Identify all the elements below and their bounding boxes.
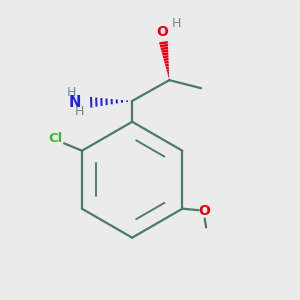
- Text: H: H: [67, 86, 76, 99]
- Text: O: O: [199, 204, 211, 218]
- Text: O: O: [156, 25, 168, 39]
- Text: H: H: [75, 106, 84, 118]
- Text: Cl: Cl: [48, 132, 62, 146]
- Text: H: H: [172, 16, 182, 30]
- Text: N: N: [69, 95, 81, 110]
